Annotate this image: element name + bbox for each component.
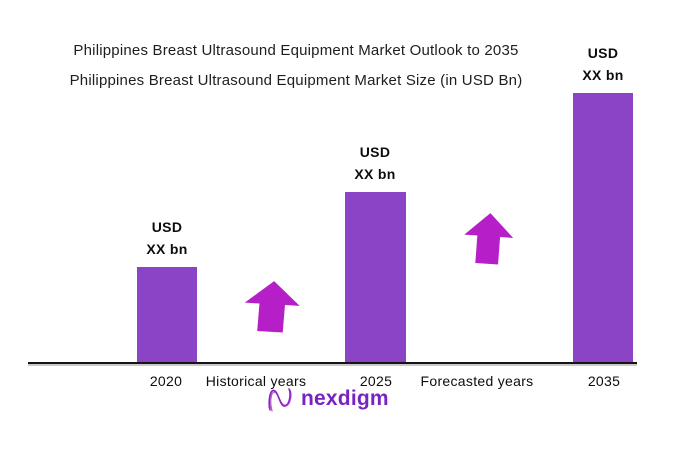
chart-title: Philippines Breast Ultrasound Equipment … (73, 42, 519, 59)
bar-2035 (573, 93, 633, 363)
bar-value-line1: USD (587, 45, 619, 61)
category-label-2025: 2025 (359, 373, 393, 389)
chart-subtitle: Philippines Breast Ultrasound Equipment … (69, 72, 523, 89)
nexdigm-logo-icon (268, 388, 292, 412)
bar-value-line2: XX bn (354, 166, 396, 182)
title-block: Philippines Breast Ultrasound Equipment … (20, 36, 572, 96)
category-label-2035: 2035 (587, 373, 621, 389)
bar-value-line2: XX bn (146, 241, 188, 257)
bar-value-label-2025: USD XX bn (315, 141, 435, 185)
x-axis (28, 362, 637, 366)
category-label-2020: 2020 (149, 373, 183, 389)
nexdigm-logo-text: nexdigm (301, 387, 389, 410)
bar-value-line1: USD (359, 144, 391, 160)
period-label-forecasted: Forecasted years (420, 373, 534, 389)
bar-value-line1: USD (151, 219, 183, 235)
nexdigm-logo: nexdigm (266, 385, 389, 413)
bar-2025 (345, 192, 406, 363)
bar-value-line2: XX bn (582, 67, 624, 83)
period-label-historical: Historical years (205, 373, 307, 389)
growth-arrow-icon (464, 213, 514, 265)
bar-2020 (137, 267, 197, 363)
bar-value-label-2020: USD XX bn (107, 216, 227, 260)
bar-value-label-2035: USD XX bn (543, 42, 663, 86)
growth-arrow-icon (244, 281, 300, 333)
